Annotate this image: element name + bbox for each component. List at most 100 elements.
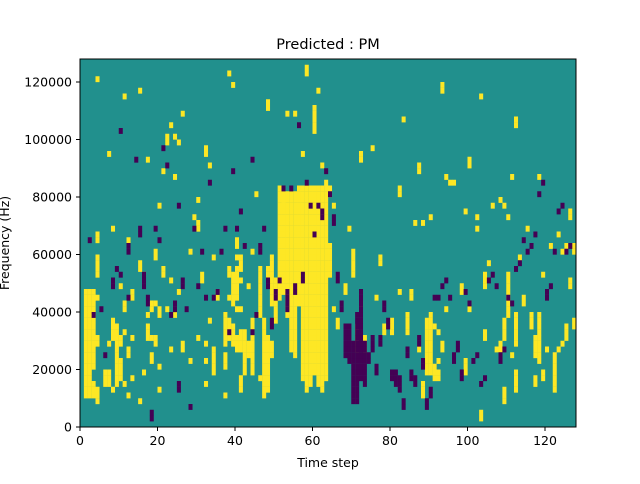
heatmap-cell-high xyxy=(428,363,433,370)
heatmap-cell-high xyxy=(91,381,96,387)
heatmap-cell-low xyxy=(390,369,395,376)
heatmap-cell-high xyxy=(324,289,329,295)
heatmap-cell-high xyxy=(537,352,542,359)
heatmap-cell-low xyxy=(498,358,503,364)
heatmap-cell-high xyxy=(242,369,247,376)
heatmap-cell-low xyxy=(517,260,522,267)
heatmap-cell-high xyxy=(83,289,88,295)
heatmap-cell-high xyxy=(289,306,294,313)
heatmap-cell-high xyxy=(269,346,274,353)
heatmap-cell-high xyxy=(277,283,282,290)
heatmap-cell-high xyxy=(157,202,162,209)
heatmap-cell-high xyxy=(521,300,526,307)
heatmap-cell-low xyxy=(173,300,178,307)
heatmap-cell-high xyxy=(320,300,325,307)
heatmap-cell-high xyxy=(506,271,511,278)
heatmap-cell-high xyxy=(568,283,573,290)
heatmap-cell-high xyxy=(568,277,573,284)
heatmap-cell-high xyxy=(568,208,573,215)
heatmap-cell-high xyxy=(266,386,271,393)
heatmap-cell-high xyxy=(87,352,92,359)
heatmap-cell-high xyxy=(514,329,519,336)
heatmap-cell-high xyxy=(297,248,302,255)
heatmap-cell-high xyxy=(118,363,123,370)
heatmap-cell-high xyxy=(308,277,313,284)
heatmap-cell-high xyxy=(312,191,317,198)
heatmap-cell-high xyxy=(308,220,313,226)
heatmap-cell-high xyxy=(238,277,243,284)
heatmap-cell-high xyxy=(262,369,267,376)
heatmap-cell-high xyxy=(324,202,329,209)
heatmap-cell-high xyxy=(293,248,298,255)
heatmap-cell-high xyxy=(300,197,305,203)
heatmap-cell-high xyxy=(242,352,247,359)
heatmap-cell-low xyxy=(351,369,356,376)
heatmap-cell-high xyxy=(525,225,530,232)
heatmap-cell-low xyxy=(351,381,356,387)
heatmap-cell-high xyxy=(293,340,298,347)
heatmap-cell-high xyxy=(428,335,433,341)
heatmap-cell-low xyxy=(421,358,426,364)
heatmap-cell-high xyxy=(285,231,290,238)
heatmap-cell-high xyxy=(304,312,309,318)
heatmap-cell-high xyxy=(281,231,286,238)
heatmap-cell-high xyxy=(300,317,305,324)
heatmap-cell-high xyxy=(297,300,302,307)
heatmap-cell-high xyxy=(537,340,542,347)
heatmap-cell-low xyxy=(510,300,515,307)
heatmap-cell-high xyxy=(308,185,313,192)
heatmap-cell-high xyxy=(308,317,313,324)
heatmap-cell-high xyxy=(316,306,321,313)
heatmap-cell-high xyxy=(537,335,542,341)
heatmap-cell-high xyxy=(300,283,305,290)
heatmap-cell-high xyxy=(281,243,286,249)
heatmap-cell-high xyxy=(122,381,127,387)
heatmap-cell-low xyxy=(111,277,116,284)
heatmap-cell-high xyxy=(304,277,309,284)
heatmap-cell-high xyxy=(560,248,565,255)
heatmap-cell-high xyxy=(300,363,305,370)
heatmap-cell-high xyxy=(250,335,255,341)
heatmap-cell-high xyxy=(227,70,232,77)
heatmap-cell-low xyxy=(452,358,457,364)
heatmap-cell-high xyxy=(483,277,488,284)
heatmap-cell-high xyxy=(293,110,298,117)
heatmap-cell-low xyxy=(142,283,147,290)
heatmap-cell-high xyxy=(510,352,515,359)
heatmap-cell-high xyxy=(157,386,162,393)
heatmap-cell-high xyxy=(320,369,325,376)
heatmap-cell-low xyxy=(335,271,340,278)
heatmap-cell-high xyxy=(506,277,511,284)
heatmap-cell-high xyxy=(157,306,162,313)
heatmap-cell-high xyxy=(502,335,507,341)
heatmap-cell-high xyxy=(114,329,119,336)
heatmap-cell-high xyxy=(118,375,123,382)
heatmap-cell-low xyxy=(355,340,360,347)
heatmap-cell-low xyxy=(207,179,212,186)
heatmap-cell-high xyxy=(277,254,282,261)
heatmap-cell-high xyxy=(173,133,178,140)
heatmap-cell-high xyxy=(316,289,321,295)
heatmap-cell-high xyxy=(343,289,348,295)
heatmap-cell-high xyxy=(297,243,302,249)
heatmap-cell-high xyxy=(308,300,313,307)
heatmap-cell-high xyxy=(428,346,433,353)
heatmap-cell-high xyxy=(308,271,313,278)
heatmap-cell-low xyxy=(514,266,519,272)
heatmap-cell-low xyxy=(347,335,352,341)
heatmap-cell-high xyxy=(285,225,290,232)
heatmap-cell-high xyxy=(417,162,422,169)
heatmap-cell-high xyxy=(564,335,569,341)
heatmap-cell-high xyxy=(238,335,243,341)
heatmap-cell-low xyxy=(343,346,348,353)
heatmap-cell-high xyxy=(87,358,92,364)
heatmap-cell-high xyxy=(285,283,290,290)
heatmap-cell-high xyxy=(250,363,255,370)
heatmap-cell-high xyxy=(541,375,546,382)
heatmap-cell-high xyxy=(320,225,325,232)
heatmap-cell-high xyxy=(293,277,298,284)
heatmap-cell-high xyxy=(390,317,395,324)
heatmap-cell-high xyxy=(297,231,302,238)
heatmap-cell-low xyxy=(440,283,445,290)
heatmap-cell-high xyxy=(304,266,309,272)
